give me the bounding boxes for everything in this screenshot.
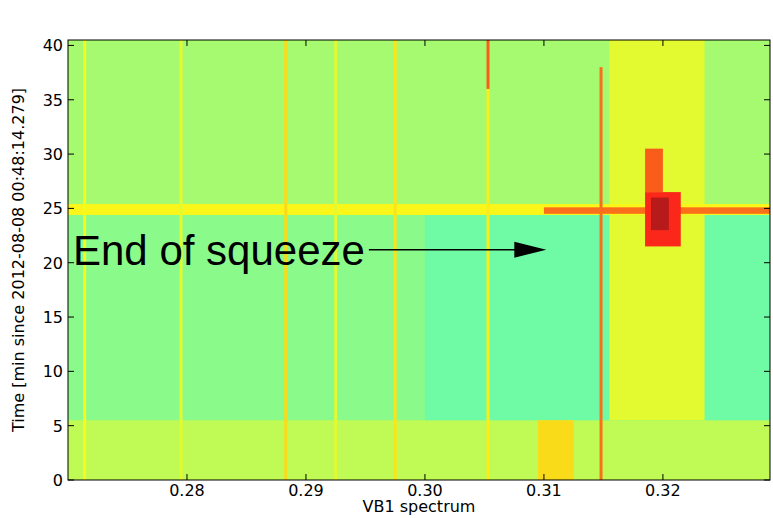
x-axis-title: VB1 spectrum	[363, 497, 476, 516]
y-tick-label: 25	[43, 199, 63, 218]
heat-region	[609, 40, 704, 420]
y-tick-label: 0	[53, 471, 63, 490]
y-tick	[764, 371, 770, 372]
x-tick	[186, 40, 187, 46]
x-tick	[424, 40, 425, 46]
heat-region	[538, 420, 574, 480]
y-tick	[68, 45, 74, 46]
y-tick	[68, 99, 74, 100]
annotation-arrowhead	[514, 242, 546, 258]
x-tick-label: 0.29	[288, 481, 324, 500]
y-tick	[68, 208, 74, 209]
y-tick-label: 15	[43, 308, 63, 327]
y-tick	[764, 425, 770, 426]
x-tick	[305, 474, 306, 480]
y-tick	[764, 45, 770, 46]
y-tick-label: 20	[43, 254, 63, 273]
annotation-text: End of squeeze	[73, 227, 365, 274]
y-tick-label: 40	[43, 36, 63, 55]
chart: 0.280.290.300.310.320510152025303540VB1 …	[0, 0, 773, 518]
heat-region	[68, 40, 770, 480]
x-tick	[186, 474, 187, 480]
y-tick	[764, 262, 770, 263]
y-tick	[68, 371, 74, 372]
x-tick	[662, 40, 663, 46]
spectral-line	[487, 40, 490, 89]
y-tick	[68, 425, 74, 426]
x-tick-label: 0.28	[169, 481, 205, 500]
y-tick-label: 35	[43, 91, 63, 110]
y-tick-label: 30	[43, 145, 63, 164]
x-tick	[543, 40, 544, 46]
heat-region	[425, 215, 770, 420]
heat-region	[645, 192, 681, 246]
y-tick	[764, 480, 770, 481]
spectral-line	[600, 67, 603, 480]
y-tick	[764, 317, 770, 318]
x-tick	[305, 40, 306, 46]
y-tick	[68, 154, 74, 155]
spectral-line	[394, 40, 397, 480]
y-tick-label: 10	[43, 362, 63, 381]
x-tick	[662, 474, 663, 480]
y-tick-label: 5	[53, 417, 63, 436]
plot-frame	[68, 40, 770, 480]
heat-region	[651, 198, 669, 231]
y-tick	[68, 317, 74, 318]
y-tick	[764, 154, 770, 155]
x-tick	[543, 474, 544, 480]
heat-region	[645, 149, 663, 192]
y-tick	[764, 208, 770, 209]
x-tick-label: 0.31	[526, 481, 562, 500]
y-tick	[68, 480, 74, 481]
y-axis-title: Time [min since 2012-08-08 00:48:14.279]	[9, 88, 28, 433]
y-tick	[764, 99, 770, 100]
x-tick-label: 0.32	[645, 481, 681, 500]
x-tick	[424, 474, 425, 480]
spectral-line	[487, 89, 490, 480]
plot-area	[68, 40, 770, 480]
annotation-arrow	[369, 249, 516, 251]
